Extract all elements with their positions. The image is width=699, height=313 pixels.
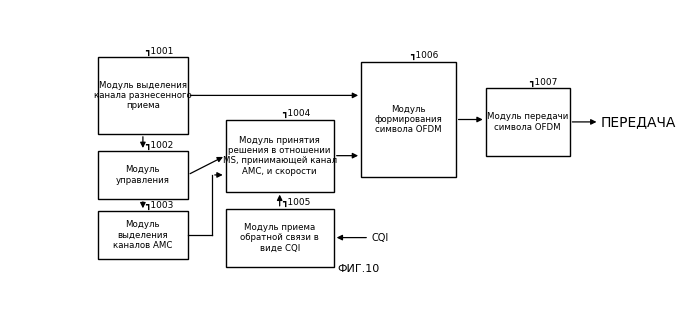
- Text: Модуль принятия
решения в отношении
MS, принимающей канал
АМС, и скорости: Модуль принятия решения в отношении MS, …: [222, 136, 337, 176]
- Text: ФИГ.10: ФИГ.10: [337, 264, 380, 274]
- Text: CQI: CQI: [372, 233, 389, 243]
- Text: Модуль выделения
канала разнесенного
приема: Модуль выделения канала разнесенного при…: [94, 80, 192, 110]
- Bar: [361, 62, 456, 177]
- Bar: [486, 88, 570, 156]
- Text: Модуль передачи
символа OFDM: Модуль передачи символа OFDM: [487, 112, 568, 131]
- Bar: [98, 211, 187, 259]
- Bar: [98, 151, 187, 199]
- Text: Модуль
формирования
символа OFDM: Модуль формирования символа OFDM: [375, 105, 442, 134]
- Text: ┓1007: ┓1007: [529, 78, 558, 87]
- Text: Модуль приема
обратной связи в
виде CQI: Модуль приема обратной связи в виде CQI: [240, 223, 319, 253]
- Text: ┓1002: ┓1002: [145, 141, 173, 150]
- Text: ┓1003: ┓1003: [145, 201, 173, 210]
- Bar: [98, 57, 187, 134]
- Text: Модуль
выделения
каналов АМС: Модуль выделения каналов АМС: [113, 220, 173, 250]
- Text: Модуль
управления: Модуль управления: [116, 165, 170, 185]
- Text: ┓1006: ┓1006: [410, 51, 438, 60]
- Bar: [226, 120, 334, 192]
- Bar: [226, 209, 334, 267]
- Text: ПЕРЕДАЧА: ПЕРЕДАЧА: [601, 115, 677, 129]
- Text: ┓1004: ┓1004: [282, 109, 310, 118]
- Text: ┓1005: ┓1005: [282, 198, 310, 208]
- Text: ┓1001: ┓1001: [145, 47, 173, 56]
